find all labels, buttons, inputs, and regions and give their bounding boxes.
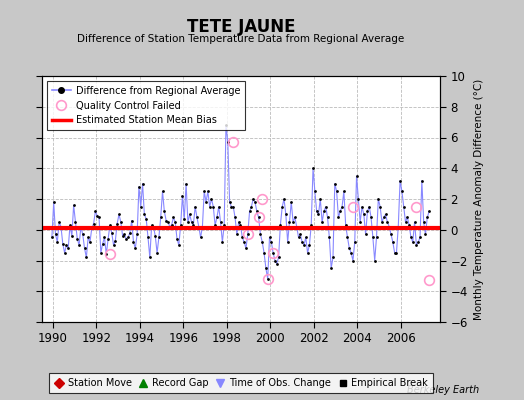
- Y-axis label: Monthly Temperature Anomaly Difference (°C): Monthly Temperature Anomaly Difference (…: [474, 78, 484, 320]
- Legend: Difference from Regional Average, Quality Control Failed, Estimated Station Mean: Difference from Regional Average, Qualit…: [47, 81, 245, 130]
- Legend: Station Move, Record Gap, Time of Obs. Change, Empirical Break: Station Move, Record Gap, Time of Obs. C…: [49, 374, 433, 393]
- Text: TETE JAUNE: TETE JAUNE: [187, 18, 296, 36]
- Text: Berkeley Earth: Berkeley Earth: [407, 385, 479, 395]
- Text: Difference of Station Temperature Data from Regional Average: Difference of Station Temperature Data f…: [78, 34, 405, 44]
